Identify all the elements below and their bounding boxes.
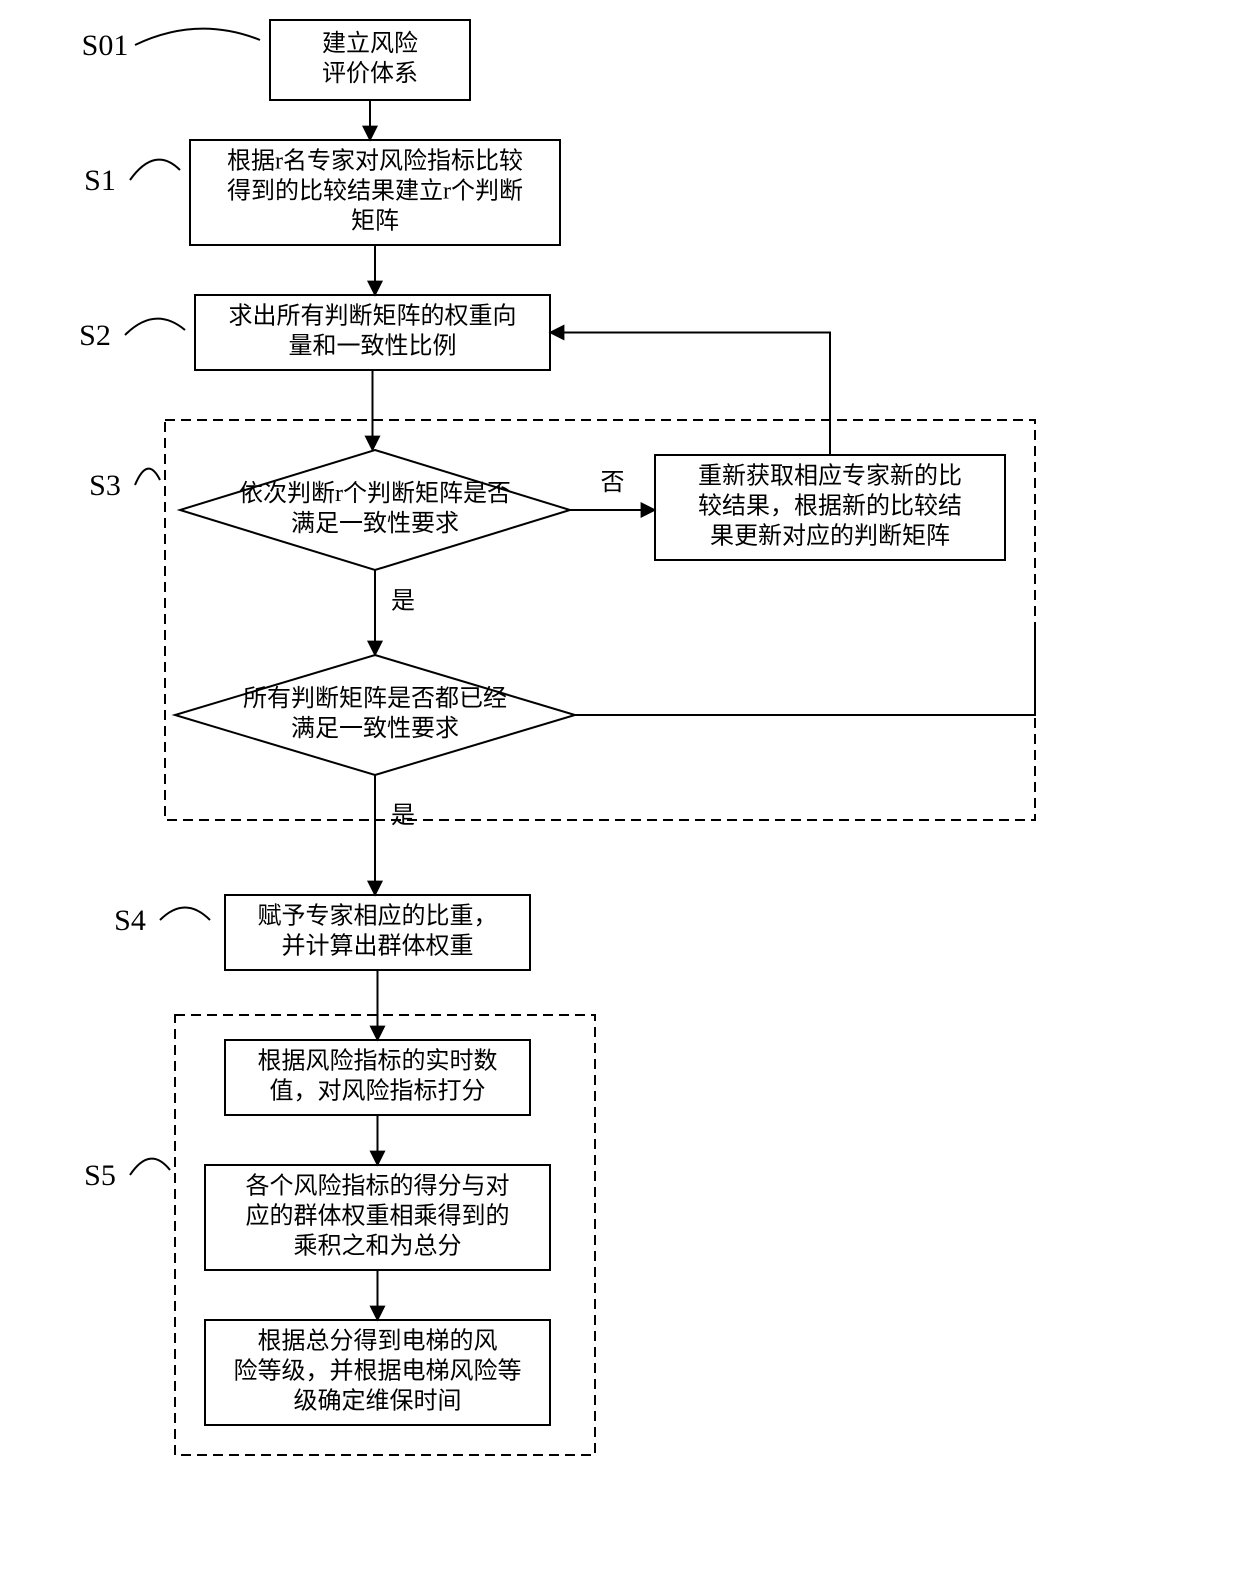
node-n01-text: 建立风险评价体系 [322, 30, 418, 87]
leader-S4 [160, 908, 210, 921]
node-n2-text: 求出所有判断矩阵的权重向量和一致性比例 [229, 302, 517, 359]
edge-label-d2-n4: 是 [391, 803, 415, 829]
leader-S01 [135, 29, 260, 45]
node-n4-text: 赋予专家相应的比重，并计算出群体权重 [258, 902, 498, 959]
step-label-S5: S5 [84, 1159, 116, 1192]
edge-d2-loop [575, 625, 1035, 715]
flowchart-canvas: 建立风险评价体系根据r名专家对风险指标比较得到的比较结果建立r个判断矩阵求出所有… [0, 0, 1240, 1580]
node-nR-text: 重新获取相应专家新的比较结果，根据新的比较结果更新对应的判断矩阵 [698, 462, 962, 549]
leader-S3 [135, 469, 160, 485]
edge-label-d1-nR: 否 [601, 470, 625, 496]
leader-S1 [130, 160, 180, 180]
node-n5a-text: 根据风险指标的实时数值，对风险指标打分 [258, 1047, 498, 1104]
step-label-S3: S3 [89, 469, 121, 502]
edge-label-d1-d2: 是 [391, 588, 415, 614]
node-n1-text: 根据r名专家对风险指标比较得到的比较结果建立r个判断矩阵 [227, 147, 523, 234]
step-label-S01: S01 [82, 29, 129, 62]
leader-S5 [130, 1159, 170, 1175]
step-label-S2: S2 [79, 319, 111, 352]
node-n5c-text: 根据总分得到电梯的风险等级，并根据电梯风险等级确定维保时间 [234, 1327, 522, 1414]
node-d1-text: 依次判断r个判断矩阵是否满足一致性要求 [239, 480, 511, 537]
leader-S2 [125, 319, 185, 335]
node-n5b-text: 各个风险指标的得分与对应的群体权重相乘得到的乘积之和为总分 [246, 1172, 510, 1259]
step-label-S4: S4 [114, 904, 146, 937]
edge-nR-n2 [550, 333, 830, 456]
node-d2-text: 所有判断矩阵是否都已经满足一致性要求 [243, 685, 507, 742]
step-label-S1: S1 [84, 164, 116, 197]
